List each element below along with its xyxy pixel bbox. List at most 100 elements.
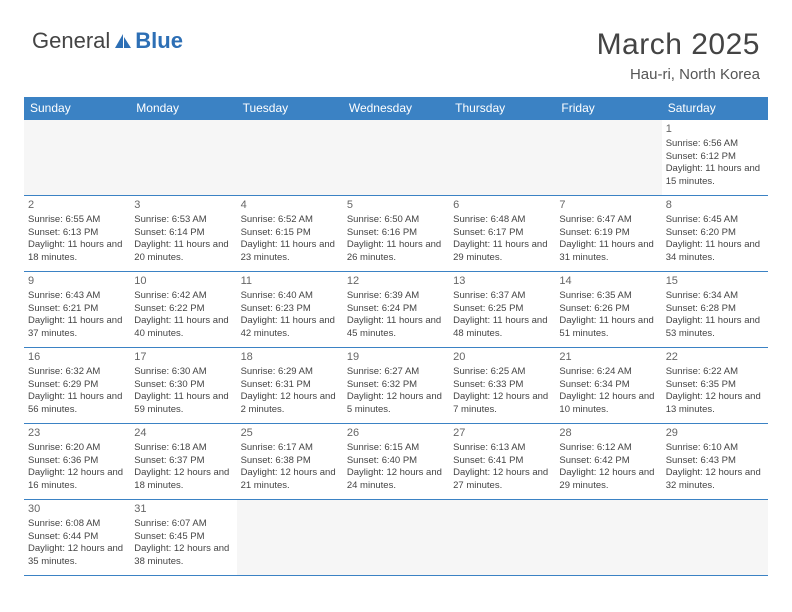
day-number: 14 bbox=[559, 274, 657, 289]
day-cell: 31Sunrise: 6:07 AMSunset: 6:45 PMDayligh… bbox=[130, 500, 236, 576]
day-number: 4 bbox=[241, 198, 339, 213]
sunset-text: Sunset: 6:37 PM bbox=[134, 455, 232, 468]
day-cell bbox=[449, 500, 555, 576]
week-row: 2Sunrise: 6:55 AMSunset: 6:13 PMDaylight… bbox=[24, 196, 768, 272]
day-number: 22 bbox=[666, 350, 764, 365]
daylight-text: Daylight: 12 hours and 21 minutes. bbox=[241, 467, 339, 493]
sunrise-text: Sunrise: 6:20 AM bbox=[28, 442, 126, 455]
day-cell: 10Sunrise: 6:42 AMSunset: 6:22 PMDayligh… bbox=[130, 272, 236, 348]
sunrise-text: Sunrise: 6:18 AM bbox=[134, 442, 232, 455]
day-cell bbox=[555, 120, 661, 196]
daylight-text: Daylight: 12 hours and 29 minutes. bbox=[559, 467, 657, 493]
day-number: 12 bbox=[347, 274, 445, 289]
day-cell: 2Sunrise: 6:55 AMSunset: 6:13 PMDaylight… bbox=[24, 196, 130, 272]
day-cell: 16Sunrise: 6:32 AMSunset: 6:29 PMDayligh… bbox=[24, 348, 130, 424]
day-cell: 17Sunrise: 6:30 AMSunset: 6:30 PMDayligh… bbox=[130, 348, 236, 424]
calendar-table: Sunday Monday Tuesday Wednesday Thursday… bbox=[24, 97, 768, 576]
sunset-text: Sunset: 6:36 PM bbox=[28, 455, 126, 468]
sunset-text: Sunset: 6:23 PM bbox=[241, 303, 339, 316]
day-number: 21 bbox=[559, 350, 657, 365]
sunset-text: Sunset: 6:29 PM bbox=[28, 379, 126, 392]
daylight-text: Daylight: 11 hours and 40 minutes. bbox=[134, 315, 232, 341]
daylight-text: Daylight: 12 hours and 10 minutes. bbox=[559, 391, 657, 417]
day-number: 9 bbox=[28, 274, 126, 289]
day-cell: 19Sunrise: 6:27 AMSunset: 6:32 PMDayligh… bbox=[343, 348, 449, 424]
daylight-text: Daylight: 11 hours and 18 minutes. bbox=[28, 239, 126, 265]
daylight-text: Daylight: 11 hours and 29 minutes. bbox=[453, 239, 551, 265]
day-cell: 24Sunrise: 6:18 AMSunset: 6:37 PMDayligh… bbox=[130, 424, 236, 500]
day-number: 2 bbox=[28, 198, 126, 213]
sunrise-text: Sunrise: 6:17 AM bbox=[241, 442, 339, 455]
sunset-text: Sunset: 6:13 PM bbox=[28, 227, 126, 240]
day-number: 23 bbox=[28, 426, 126, 441]
sunrise-text: Sunrise: 6:08 AM bbox=[28, 518, 126, 531]
day-cell: 12Sunrise: 6:39 AMSunset: 6:24 PMDayligh… bbox=[343, 272, 449, 348]
day-number: 15 bbox=[666, 274, 764, 289]
day-cell bbox=[130, 120, 236, 196]
logo: General Blue bbox=[32, 28, 183, 54]
day-cell bbox=[343, 500, 449, 576]
day-cell: 13Sunrise: 6:37 AMSunset: 6:25 PMDayligh… bbox=[449, 272, 555, 348]
sunset-text: Sunset: 6:32 PM bbox=[347, 379, 445, 392]
day-cell: 30Sunrise: 6:08 AMSunset: 6:44 PMDayligh… bbox=[24, 500, 130, 576]
sunset-text: Sunset: 6:35 PM bbox=[666, 379, 764, 392]
sunset-text: Sunset: 6:44 PM bbox=[28, 531, 126, 544]
week-row: 23Sunrise: 6:20 AMSunset: 6:36 PM Dayligh… bbox=[24, 424, 768, 500]
day-cell: 29Sunrise: 6:10 AMSunset: 6:43 PMDayligh… bbox=[662, 424, 768, 500]
day-number: 26 bbox=[347, 426, 445, 441]
day-number: 31 bbox=[134, 502, 232, 517]
day-header: Saturday bbox=[662, 97, 768, 120]
daylight-text: Daylight: 11 hours and 26 minutes. bbox=[347, 239, 445, 265]
day-cell bbox=[662, 500, 768, 576]
sunrise-text: Sunrise: 6:43 AM bbox=[28, 290, 126, 303]
sunset-text: Sunset: 6:40 PM bbox=[347, 455, 445, 468]
daylight-text: Daylight: 11 hours and 59 minutes. bbox=[134, 391, 232, 417]
sunset-text: Sunset: 6:26 PM bbox=[559, 303, 657, 316]
sunrise-text: Sunrise: 6:24 AM bbox=[559, 366, 657, 379]
sunset-text: Sunset: 6:20 PM bbox=[666, 227, 764, 240]
sunrise-text: Sunrise: 6:45 AM bbox=[666, 214, 764, 227]
daylight-text: Daylight: 11 hours and 45 minutes. bbox=[347, 315, 445, 341]
daylight-text: Daylight: 11 hours and 48 minutes. bbox=[453, 315, 551, 341]
day-cell: 21Sunrise: 6:24 AMSunset: 6:34 PMDayligh… bbox=[555, 348, 661, 424]
day-number: 25 bbox=[241, 426, 339, 441]
sunrise-text: Sunrise: 6:47 AM bbox=[559, 214, 657, 227]
day-cell: 6Sunrise: 6:48 AMSunset: 6:17 PMDaylight… bbox=[449, 196, 555, 272]
day-number: 7 bbox=[559, 198, 657, 213]
daylight-text: Daylight: 11 hours and 42 minutes. bbox=[241, 315, 339, 341]
day-number: 28 bbox=[559, 426, 657, 441]
logo-text-1: General bbox=[32, 28, 110, 54]
sunrise-text: Sunrise: 6:40 AM bbox=[241, 290, 339, 303]
sunrise-text: Sunrise: 6:32 AM bbox=[28, 366, 126, 379]
sunset-text: Sunset: 6:33 PM bbox=[453, 379, 551, 392]
daylight-text: Daylight: 11 hours and 37 minutes. bbox=[28, 315, 126, 341]
day-cell: 4Sunrise: 6:52 AMSunset: 6:15 PMDaylight… bbox=[237, 196, 343, 272]
sunrise-text: Sunrise: 6:30 AM bbox=[134, 366, 232, 379]
day-header-row: Sunday Monday Tuesday Wednesday Thursday… bbox=[24, 97, 768, 120]
day-cell: 18Sunrise: 6:29 AMSunset: 6:31 PMDayligh… bbox=[237, 348, 343, 424]
day-number: 8 bbox=[666, 198, 764, 213]
sunrise-text: Sunrise: 6:29 AM bbox=[241, 366, 339, 379]
sunset-text: Sunset: 6:41 PM bbox=[453, 455, 551, 468]
day-header: Friday bbox=[555, 97, 661, 120]
sunrise-text: Sunrise: 6:22 AM bbox=[666, 366, 764, 379]
day-cell: 23Sunrise: 6:20 AMSunset: 6:36 PMDayligh… bbox=[24, 424, 130, 500]
sunset-text: Sunset: 6:38 PM bbox=[241, 455, 339, 468]
sunrise-text: Sunrise: 6:39 AM bbox=[347, 290, 445, 303]
daylight-text: Daylight: 11 hours and 20 minutes. bbox=[134, 239, 232, 265]
day-cell: 15Sunrise: 6:34 AMSunset: 6:28 PMDayligh… bbox=[662, 272, 768, 348]
day-cell bbox=[343, 120, 449, 196]
daylight-text: Daylight: 12 hours and 27 minutes. bbox=[453, 467, 551, 493]
sunrise-text: Sunrise: 6:12 AM bbox=[559, 442, 657, 455]
header: General Blue March 2025 Hau-ri, North Ko… bbox=[0, 0, 792, 91]
day-number: 1 bbox=[666, 122, 764, 137]
week-row: 9Sunrise: 6:43 AMSunset: 6:21 PMDaylight… bbox=[24, 272, 768, 348]
day-cell bbox=[237, 120, 343, 196]
sunset-text: Sunset: 6:12 PM bbox=[666, 151, 764, 164]
sunset-text: Sunset: 6:22 PM bbox=[134, 303, 232, 316]
daylight-text: Daylight: 12 hours and 18 minutes. bbox=[134, 467, 232, 493]
day-cell: 28Sunrise: 6:12 AMSunset: 6:42 PMDayligh… bbox=[555, 424, 661, 500]
sunset-text: Sunset: 6:43 PM bbox=[666, 455, 764, 468]
sunset-text: Sunset: 6:16 PM bbox=[347, 227, 445, 240]
daylight-text: Daylight: 11 hours and 15 minutes. bbox=[666, 163, 764, 189]
